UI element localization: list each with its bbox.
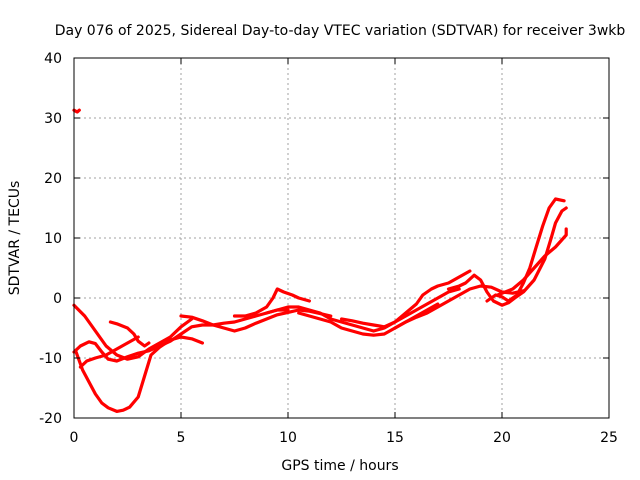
- x-tick-label: 15: [386, 430, 404, 446]
- sat-trace-2: [74, 335, 204, 413]
- sat-trace-4: [78, 335, 140, 369]
- grid: [74, 58, 609, 418]
- x-axis-label: GPS time / hours: [281, 458, 398, 474]
- sat-trace-12: [446, 206, 568, 307]
- sat-trace-14: [496, 227, 568, 297]
- tick-marks: [73, 57, 610, 419]
- sat-trace-3: [72, 308, 290, 363]
- chart-title: Day 076 of 2025, Sidereal Day-to-day VTE…: [55, 23, 626, 39]
- x-tick-label: 5: [177, 430, 186, 446]
- sat-trace-6: [179, 308, 333, 333]
- y-tick-label: 40: [44, 51, 62, 67]
- tick-labels: 0 5 10 15 20 25 -20 -10 0 10 20 30 40: [39, 51, 618, 446]
- sat-trace-5: [108, 320, 151, 348]
- y-tick-label: 30: [44, 111, 62, 127]
- sat-trace-8: [265, 287, 461, 333]
- x-tick-label: 20: [493, 430, 511, 446]
- y-tick-label: 10: [44, 231, 62, 247]
- sat-trace-10: [339, 269, 472, 329]
- x-tick-label: 10: [279, 430, 297, 446]
- y-tick-label: 20: [44, 171, 62, 187]
- x-tick-label: 0: [70, 430, 79, 446]
- series-layer: [72, 108, 568, 413]
- x-tick-label: 25: [600, 430, 618, 446]
- y-tick-label: 0: [53, 291, 62, 307]
- sat-trace-7: [232, 287, 311, 318]
- y-axis-label: SDTVAR / TECUs: [7, 181, 23, 296]
- y-tick-label: -20: [39, 411, 62, 427]
- y-tick-label: -10: [39, 351, 62, 367]
- sat-trace-1: [72, 303, 194, 361]
- sat-trace-15: [72, 108, 81, 114]
